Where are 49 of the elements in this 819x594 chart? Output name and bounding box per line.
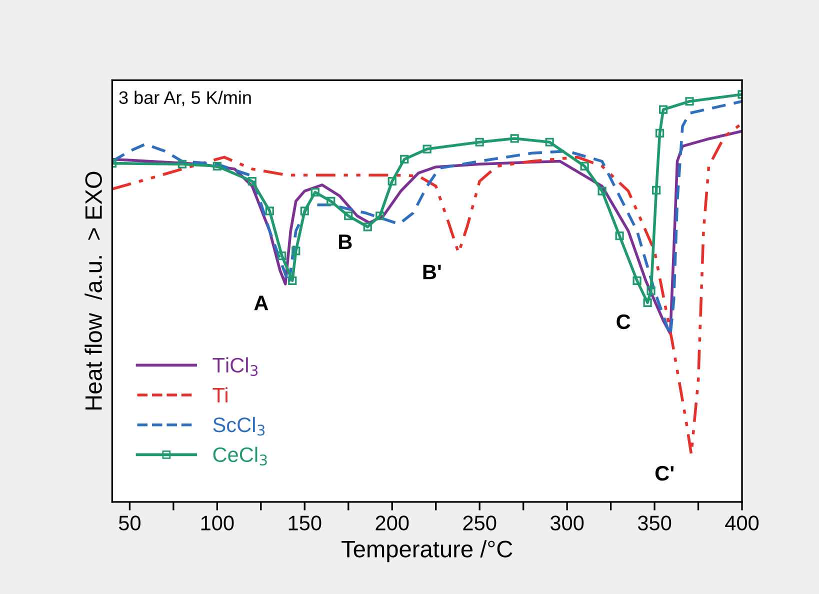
annotation: C xyxy=(616,314,630,330)
x-tick-label: 250 xyxy=(463,516,496,530)
point xyxy=(580,162,589,170)
legend-label: Ti xyxy=(212,387,228,402)
x-tick-label: 50 xyxy=(118,516,140,530)
point xyxy=(178,160,186,168)
point xyxy=(545,138,554,146)
point xyxy=(288,276,297,285)
point xyxy=(646,286,656,296)
point xyxy=(248,176,256,186)
point xyxy=(310,188,320,197)
point xyxy=(422,144,432,154)
x-tick-label: 200 xyxy=(376,516,409,530)
annotation: B' xyxy=(423,264,441,280)
point xyxy=(212,162,222,170)
point xyxy=(388,176,396,186)
annotation: A xyxy=(254,296,268,310)
point xyxy=(292,246,300,256)
x-tick-label: 400 xyxy=(725,516,759,530)
point xyxy=(643,298,652,307)
point xyxy=(658,105,668,114)
point xyxy=(685,97,694,106)
x-tick-label: 300 xyxy=(550,516,584,530)
point xyxy=(326,196,336,206)
point xyxy=(615,232,624,240)
legend-label: TiCl$_{3}$ xyxy=(212,357,258,376)
point xyxy=(344,212,353,220)
point xyxy=(510,134,519,143)
point xyxy=(363,222,372,232)
legend-label: CeCl$_{3}$ xyxy=(213,446,267,466)
x-axis-title: Temperature /°C xyxy=(342,540,512,562)
point xyxy=(475,138,484,146)
annotation: B xyxy=(339,234,352,250)
x-tick-label: 350 xyxy=(638,516,672,530)
annotation: 3 bar Ar, 5 K/min xyxy=(119,90,251,106)
y-axis-title: Heat flow /a.u. > EXO xyxy=(84,172,102,410)
point xyxy=(400,154,409,164)
point xyxy=(278,252,286,260)
annotation: C' xyxy=(655,466,674,481)
point xyxy=(300,206,309,216)
point xyxy=(632,276,642,285)
point xyxy=(655,128,664,138)
point xyxy=(376,212,384,220)
x-tick-label: 150 xyxy=(288,516,322,530)
x-tick-label: 100 xyxy=(201,516,234,530)
point xyxy=(652,186,661,195)
point xyxy=(265,206,274,216)
point xyxy=(598,186,606,196)
legend-label: ScCl$_{3}$ xyxy=(213,416,265,436)
